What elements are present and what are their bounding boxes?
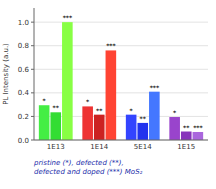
bar-label: *	[43, 97, 47, 104]
grid-line	[34, 45, 208, 46]
grid-line	[34, 92, 208, 93]
grid-line	[34, 69, 208, 70]
bar	[137, 123, 148, 140]
annotation-line: defected and doped (***) MoS₂	[34, 168, 143, 176]
x-tick-label: 1E13	[47, 143, 65, 151]
bar-label: ***	[106, 42, 116, 49]
bar-label: *	[86, 98, 90, 105]
bar	[193, 132, 204, 140]
annotation-line: pristine (*), defected (**),	[33, 159, 124, 167]
y-tick-label: 0.4	[18, 89, 30, 97]
y-tick-label: 0.8	[18, 42, 29, 50]
bar	[82, 106, 93, 140]
grid-line	[34, 22, 208, 23]
bar	[106, 50, 117, 140]
grid-line	[34, 140, 208, 141]
y-tick-label: 0.2	[18, 113, 29, 121]
bar	[94, 115, 105, 140]
bar-label: ***	[150, 84, 160, 91]
bar-label: **	[140, 115, 147, 122]
bar	[39, 105, 50, 140]
bar	[181, 132, 192, 140]
bar-label: *	[173, 109, 177, 116]
x-tick-label: 5E14	[134, 143, 152, 151]
y-axis-label: PL Intensity (a.u.)	[2, 43, 10, 105]
y-tick-label: 0.6	[18, 66, 30, 74]
bar	[62, 22, 73, 140]
y-axis	[34, 8, 35, 140]
bar-label: **	[53, 104, 60, 111]
bar-label: *	[130, 107, 134, 114]
bar-label: **	[183, 124, 190, 131]
bar	[126, 115, 137, 140]
bar-label: ***	[193, 124, 203, 131]
x-tick-label: 1E15	[177, 143, 195, 151]
bars	[39, 22, 203, 140]
chart: 0.00.20.40.60.81.0**********************…	[0, 0, 216, 189]
x-axis	[34, 140, 208, 141]
annotation: pristine (*), defected (**),defected and…	[33, 159, 143, 176]
x-tick-label: 1E14	[90, 143, 108, 151]
bar	[169, 117, 180, 140]
y-tick-label: 1.0	[18, 19, 29, 27]
bar-label: ***	[63, 14, 73, 21]
bar	[149, 92, 160, 140]
bar	[50, 112, 61, 140]
bar-label: **	[96, 107, 103, 114]
y-tick-label: 0.0	[18, 137, 29, 145]
